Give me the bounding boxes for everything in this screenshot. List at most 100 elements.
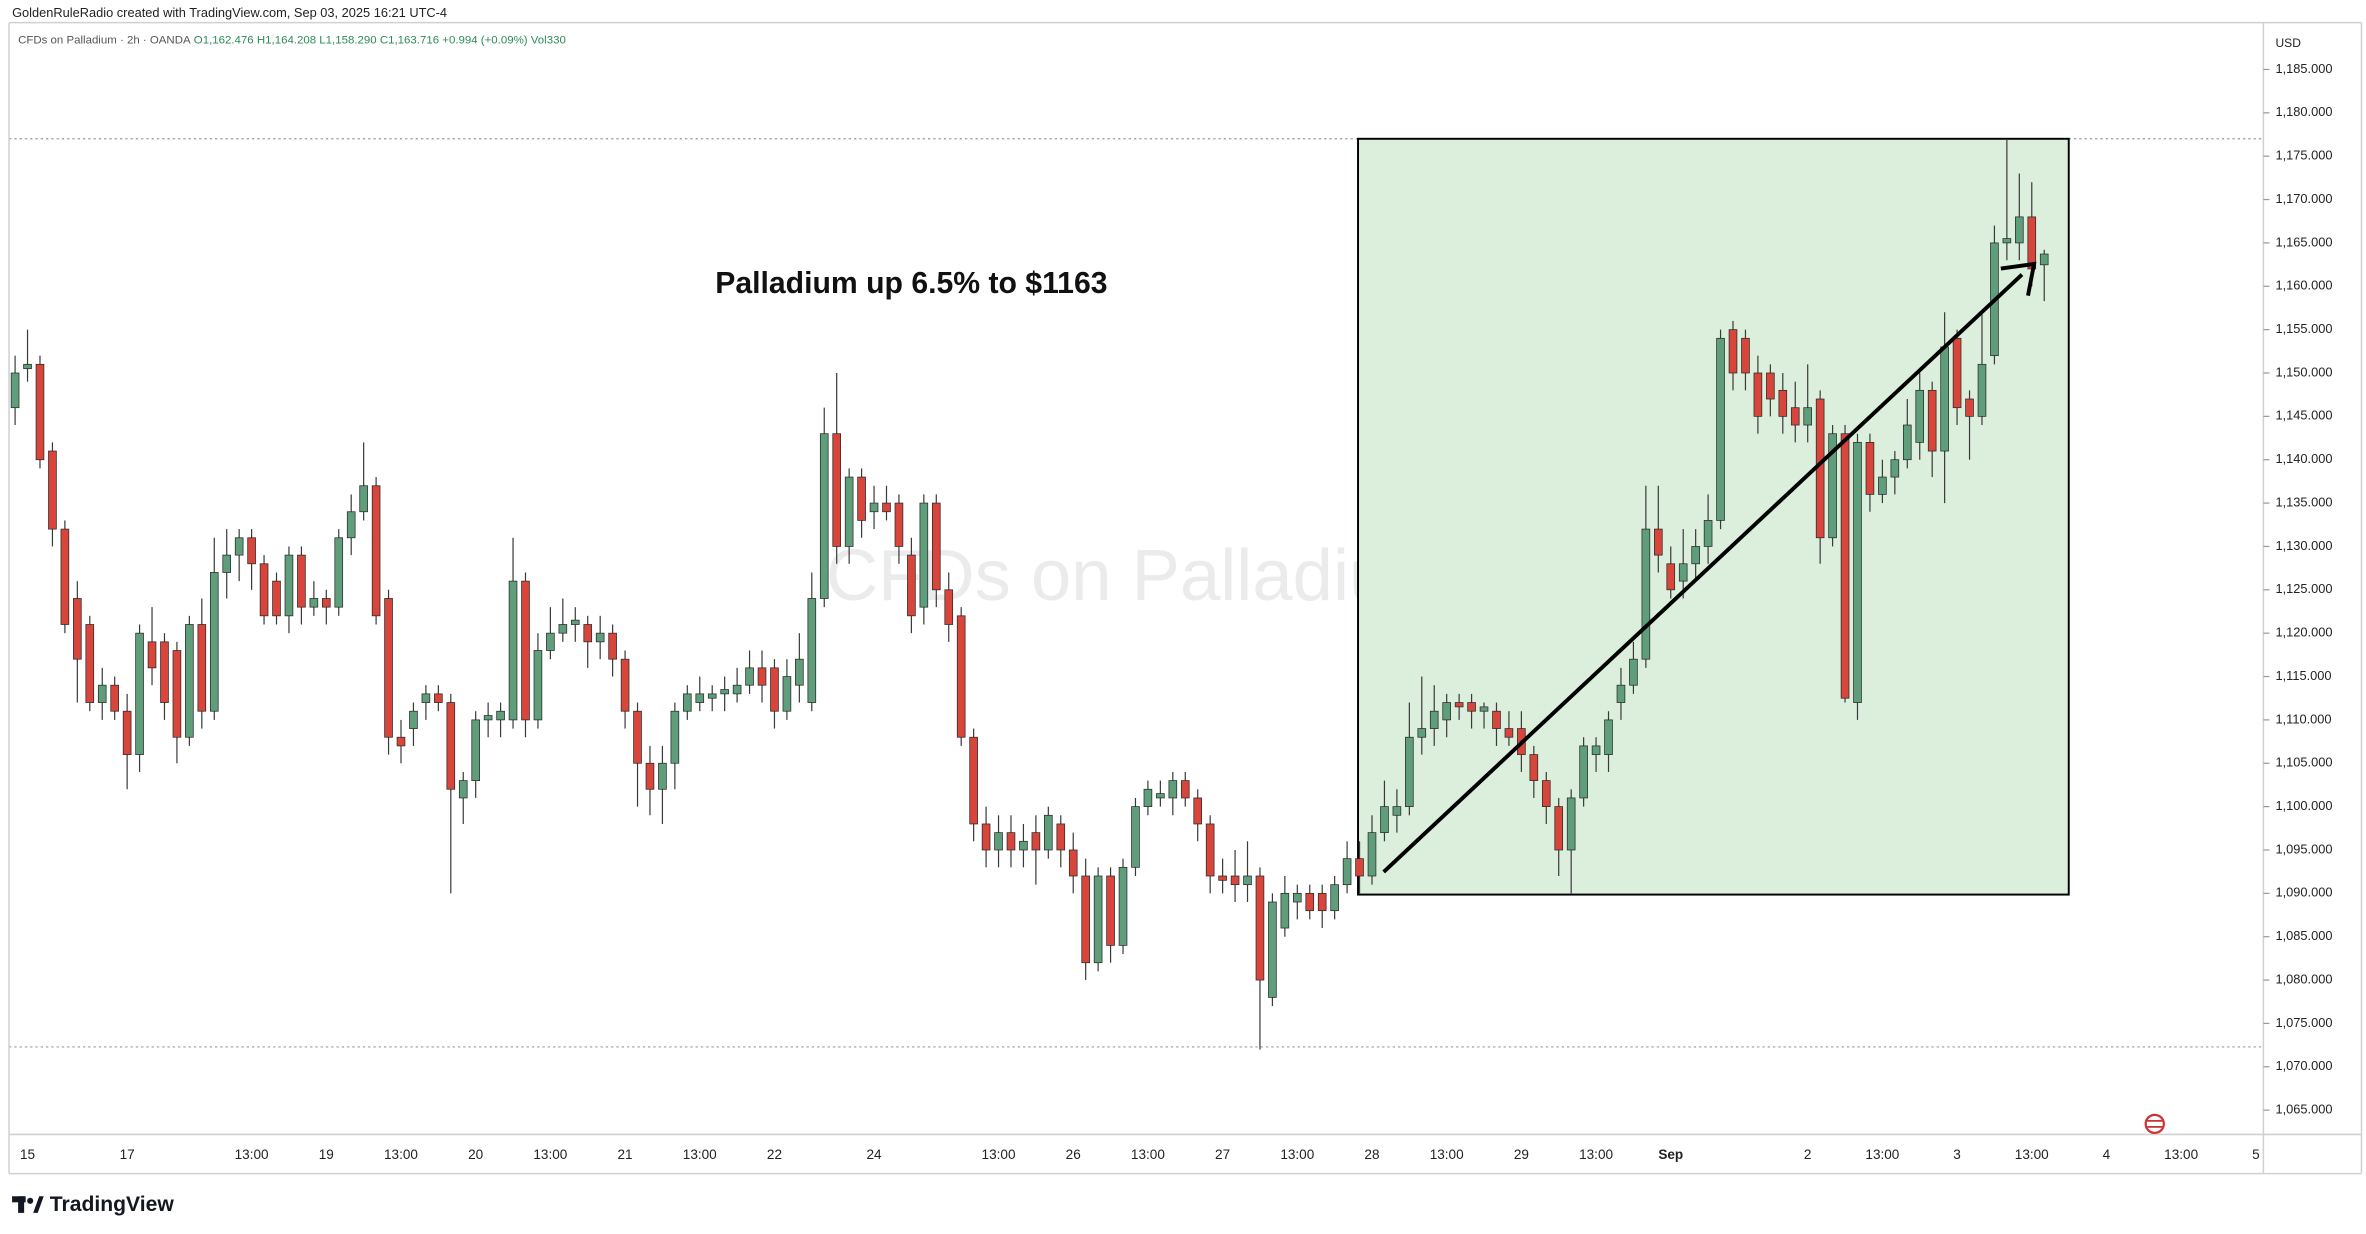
candle-up <box>10 372 20 409</box>
candle-up <box>844 476 854 547</box>
x-tick-label: 13:00 <box>1131 1147 1165 1162</box>
candle-down <box>322 598 331 608</box>
candle-up <box>1915 389 1925 443</box>
candle-down <box>1753 372 1763 417</box>
candle-down <box>272 580 281 617</box>
candle-down <box>446 702 456 790</box>
y-tick-label: 1,140.000 <box>2275 451 2332 466</box>
candle-down <box>1081 875 1090 964</box>
candle-down <box>1255 875 1265 981</box>
candle-down <box>1180 780 1190 799</box>
candle-down <box>434 693 443 703</box>
y-tick-label: 1,075.000 <box>2275 1015 2332 1030</box>
candles <box>10 138 2049 1050</box>
candle-up <box>1828 433 1837 539</box>
annotation: Palladium up 6.5% to $1163 <box>715 267 1107 300</box>
y-tick-label: 1,120.000 <box>2275 625 2332 640</box>
candle-up <box>670 710 680 764</box>
y-tick-label: 1,110.000 <box>2275 711 2331 726</box>
candle-up <box>695 693 705 703</box>
candle-up <box>185 624 194 738</box>
candle-up <box>1566 797 1576 851</box>
x-tick-label: 13:00 <box>235 1147 269 1162</box>
change: +0.994 (+0.09%) <box>442 35 528 47</box>
y-tick-label: 1,160.000 <box>2275 278 2332 293</box>
currency-label: USD <box>2275 36 2301 50</box>
candle-up <box>496 710 505 721</box>
axes: USD 1,065.000 1,070.000 1,075.000 1,080.000… <box>8 21 2363 1175</box>
candle-up <box>919 502 929 608</box>
y-tick-label: 1,125.000 <box>2275 581 2332 596</box>
candle-up <box>1243 875 1252 886</box>
candle-up <box>1367 832 1377 877</box>
candle-up <box>533 650 543 721</box>
y-tick-label: 1,175.000 <box>2275 148 2332 163</box>
x-tick-label: 13:00 <box>683 1147 717 1162</box>
candle-down <box>147 641 157 669</box>
candle-up <box>683 693 692 712</box>
volume: Vol330 <box>531 35 566 47</box>
candle-up <box>795 658 804 686</box>
candle-down <box>1766 372 1775 400</box>
candle-up <box>1131 806 1140 868</box>
x-tick-label: 28 <box>1364 1147 1379 1162</box>
x-tick-label: 24 <box>866 1147 882 1162</box>
y-tick-label: 1,080.000 <box>2275 971 2332 986</box>
candle-up <box>994 832 1003 851</box>
background-layer: CFDs on Palladium <box>9 137 2264 1048</box>
candle-up <box>483 715 493 721</box>
y-tick-label: 1,090.000 <box>2275 885 2332 900</box>
candle-down <box>620 658 630 712</box>
candle-down <box>981 823 991 851</box>
candle-down <box>122 710 132 755</box>
candle-up <box>1890 459 1900 478</box>
candle-down <box>85 624 95 703</box>
candle-down <box>1218 875 1227 881</box>
y-tick-label: 1,070.000 <box>2275 1058 2332 1073</box>
candle-up <box>720 689 729 695</box>
candle-up <box>1330 884 1339 912</box>
candle-up <box>359 485 368 513</box>
candle-down <box>1741 337 1750 374</box>
candle-down <box>247 537 256 565</box>
candle-up <box>23 363 32 370</box>
candle-up <box>209 572 219 712</box>
candle-up <box>1156 793 1165 799</box>
x-tick-label: 15 <box>20 1147 35 1162</box>
candle-up <box>1703 520 1713 547</box>
candle-down <box>944 589 954 625</box>
y-tick-label: 1,135.000 <box>2275 494 2332 509</box>
candle-down <box>1654 528 1663 556</box>
candle-up <box>234 537 244 556</box>
low: L1,158.290 <box>319 35 376 47</box>
candle-up <box>1392 806 1402 816</box>
x-tick-label: 13:00 <box>1579 1147 1613 1162</box>
candle-down <box>645 762 655 790</box>
candle-up <box>1118 866 1128 946</box>
candle-up <box>595 632 605 643</box>
candle-up <box>1629 658 1638 686</box>
candle-down <box>172 650 182 738</box>
candle-down <box>521 580 530 721</box>
candle-down <box>197 624 207 712</box>
candle-up <box>346 511 356 539</box>
candle-up <box>546 632 555 651</box>
candle-up <box>1878 476 1887 495</box>
candle-down <box>1504 728 1514 738</box>
candle-up <box>471 719 480 781</box>
open: O1,162.476 <box>194 35 254 47</box>
candle-down <box>396 736 406 747</box>
x-tick-label: 29 <box>1514 1147 1529 1162</box>
candle-down <box>757 667 767 686</box>
candle-up <box>1268 901 1277 998</box>
x-tick-label: 21 <box>618 1147 633 1162</box>
candle-down <box>1006 832 1016 851</box>
candle-up <box>1342 858 1352 886</box>
candle-up <box>707 693 717 699</box>
candle-down <box>857 476 866 521</box>
candle-down <box>1778 389 1788 417</box>
candle-up <box>745 667 754 686</box>
candle-up <box>819 433 829 599</box>
